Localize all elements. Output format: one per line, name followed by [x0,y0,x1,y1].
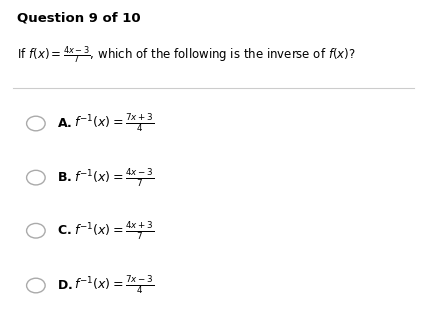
Text: $f^{-1}(x) = \frac{4x-3}{7}$: $f^{-1}(x) = \frac{4x-3}{7}$ [74,167,154,189]
Text: If $f(x) = \frac{4x-3}{7}$, which of the following is the inverse of $f(x)$?: If $f(x) = \frac{4x-3}{7}$, which of the… [17,44,355,65]
Text: $\mathbf{D.}$: $\mathbf{D.}$ [57,279,73,292]
Text: $\mathbf{C.}$: $\mathbf{C.}$ [57,224,72,237]
Text: $f^{-1}(x) = \frac{7x+3}{4}$: $f^{-1}(x) = \frac{7x+3}{4}$ [74,113,154,134]
Text: $\mathbf{A.}$: $\mathbf{A.}$ [57,117,72,130]
Text: $f^{-1}(x) = \frac{4x+3}{7}$: $f^{-1}(x) = \frac{4x+3}{7}$ [74,220,154,242]
Text: $f^{-1}(x) = \frac{7x-3}{4}$: $f^{-1}(x) = \frac{7x-3}{4}$ [74,275,154,296]
Text: Question 9 of 10: Question 9 of 10 [17,12,141,25]
Text: $\mathbf{B.}$: $\mathbf{B.}$ [57,171,72,184]
